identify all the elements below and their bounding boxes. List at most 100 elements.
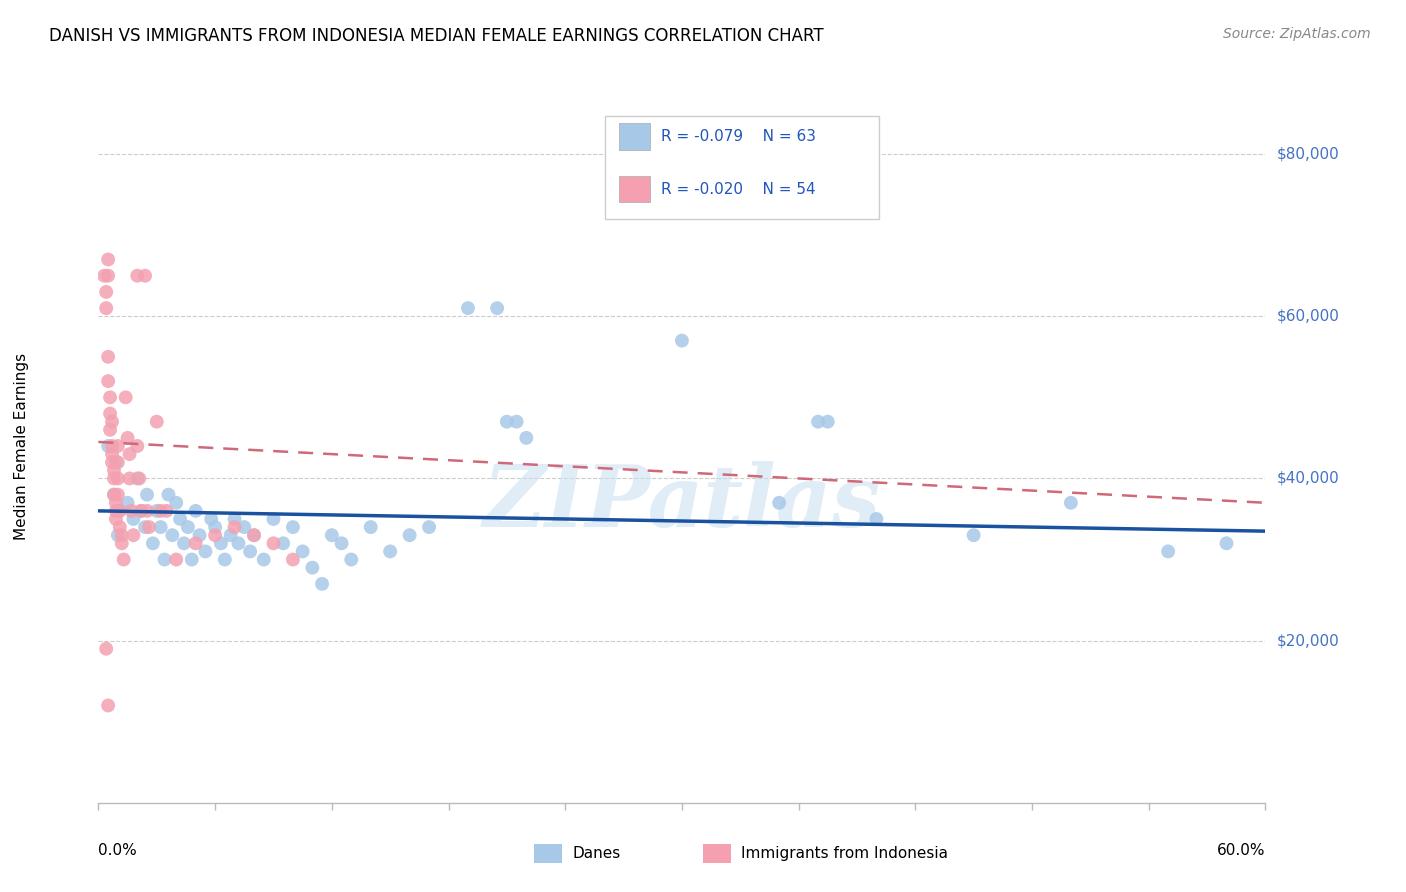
Point <box>457 301 479 315</box>
Point <box>291 544 314 558</box>
Point <box>157 488 180 502</box>
Point <box>671 334 693 348</box>
Point <box>101 439 124 453</box>
Text: DANISH VS IMMIGRANTS FROM INDONESIA MEDIAN FEMALE EARNINGS CORRELATION CHART: DANISH VS IMMIGRANTS FROM INDONESIA MEDI… <box>49 27 824 45</box>
Text: 60.0%: 60.0% <box>1218 843 1265 858</box>
Text: Source: ZipAtlas.com: Source: ZipAtlas.com <box>1223 27 1371 41</box>
Point <box>271 536 294 550</box>
Point <box>184 536 207 550</box>
Text: ZIPatlas: ZIPatlas <box>482 461 882 545</box>
Point <box>104 455 127 469</box>
Text: $60,000: $60,000 <box>1277 309 1340 324</box>
Point <box>233 520 256 534</box>
Point <box>1157 544 1180 558</box>
Point <box>108 520 131 534</box>
Point <box>103 488 125 502</box>
Point <box>962 528 984 542</box>
Point <box>281 520 304 534</box>
Point <box>104 512 127 526</box>
Point <box>146 415 169 429</box>
Point <box>340 552 363 566</box>
Point <box>239 544 262 558</box>
Point <box>418 520 440 534</box>
Point <box>204 520 226 534</box>
Point <box>209 536 232 550</box>
Point <box>107 488 129 502</box>
Point <box>180 552 202 566</box>
Text: $20,000: $20,000 <box>1277 633 1340 648</box>
Point <box>136 488 159 502</box>
Point <box>330 536 353 550</box>
Point <box>127 268 149 283</box>
Text: Immigrants from Indonesia: Immigrants from Indonesia <box>741 847 948 861</box>
Point <box>97 698 120 713</box>
Point <box>108 504 131 518</box>
Point <box>97 252 120 267</box>
Point <box>121 504 143 518</box>
Point <box>122 512 145 526</box>
Point <box>104 504 127 518</box>
Point <box>378 544 402 558</box>
Point <box>146 504 169 518</box>
Text: $80,000: $80,000 <box>1277 146 1340 161</box>
Point <box>321 528 343 542</box>
Point <box>1060 496 1083 510</box>
Point <box>486 301 509 315</box>
Point <box>204 528 226 542</box>
Point <box>97 350 120 364</box>
Point <box>149 520 172 534</box>
Point <box>262 536 284 550</box>
Point <box>129 504 152 518</box>
Point <box>136 504 159 518</box>
Text: R = -0.020    N = 54: R = -0.020 N = 54 <box>661 182 815 196</box>
Point <box>228 536 250 550</box>
Point <box>97 439 120 453</box>
Point <box>101 415 124 429</box>
Point <box>129 504 152 518</box>
Point <box>243 528 266 542</box>
Point <box>194 544 217 558</box>
Point <box>138 520 160 534</box>
Point <box>98 407 121 421</box>
Point <box>128 471 150 485</box>
Point <box>96 641 118 656</box>
Point <box>93 268 115 283</box>
Point <box>177 520 200 534</box>
Point <box>224 520 246 534</box>
Point <box>127 439 149 453</box>
Point <box>107 455 129 469</box>
Point <box>253 552 276 566</box>
Point <box>495 415 517 429</box>
Point <box>398 528 420 542</box>
Point <box>134 520 156 534</box>
Point <box>162 528 184 542</box>
Point <box>301 560 323 574</box>
Point <box>97 374 120 388</box>
Text: Danes: Danes <box>572 847 620 861</box>
Point <box>117 496 139 510</box>
Point <box>188 528 211 542</box>
Point <box>311 577 333 591</box>
Point <box>142 536 165 550</box>
Point <box>515 431 537 445</box>
Point <box>807 415 830 429</box>
Point <box>817 415 839 429</box>
Point <box>122 528 145 542</box>
Point <box>200 512 222 526</box>
Point <box>118 471 141 485</box>
Point <box>505 415 527 429</box>
Point <box>155 504 177 518</box>
Point <box>97 268 120 283</box>
Point <box>243 528 266 542</box>
Point <box>101 447 124 461</box>
Point <box>224 512 246 526</box>
Text: R = -0.079    N = 63: R = -0.079 N = 63 <box>661 129 815 144</box>
Point <box>111 528 134 542</box>
Point <box>103 463 125 477</box>
Point <box>768 496 790 510</box>
Point <box>98 390 121 404</box>
Point <box>112 552 135 566</box>
Point <box>103 471 125 485</box>
Point <box>219 528 242 542</box>
Point <box>165 552 187 566</box>
